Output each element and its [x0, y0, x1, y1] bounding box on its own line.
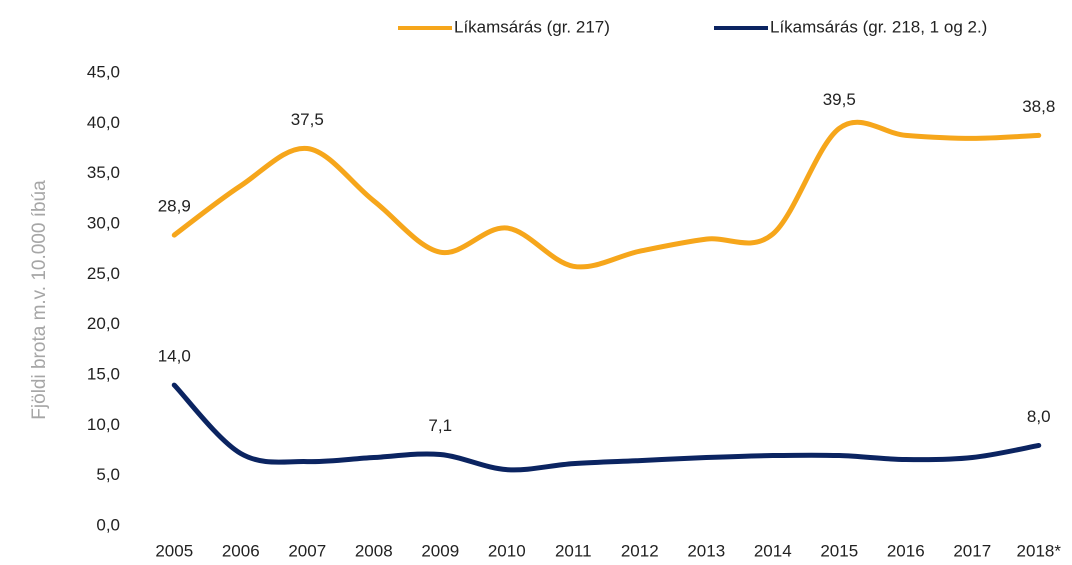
y-axis-label: Fjöldi brota m.v. 10.000 íbúa [29, 180, 50, 420]
y-tick-label: 10,0 [87, 415, 120, 434]
x-tick-label: 2008 [355, 541, 393, 560]
y-tick-label: 40,0 [87, 113, 120, 132]
x-tick-label: 2012 [621, 541, 659, 560]
y-tick-label: 30,0 [87, 213, 120, 232]
x-tick-label: 2018* [1017, 541, 1062, 560]
data-label: 38,8 [1022, 97, 1055, 116]
data-label: 39,5 [823, 90, 856, 109]
series-line [171, 119, 1042, 270]
data-label: 7,1 [428, 416, 452, 435]
legend-label: Líkamsárás (gr. 217) [454, 17, 610, 36]
x-tick-label: 2010 [488, 541, 526, 560]
y-tick-label: 0,0 [96, 515, 120, 534]
y-tick-label: 45,0 [87, 62, 120, 81]
x-tick-label: 2006 [222, 541, 260, 560]
x-tick-label: 2011 [555, 541, 592, 560]
x-tick-label: 2017 [953, 541, 991, 560]
legend-label: Líkamsárás (gr. 218, 1 og 2.) [770, 17, 987, 36]
x-tick-label: 2009 [421, 541, 459, 560]
data-label: 14,0 [158, 347, 191, 366]
x-tick-label: 2015 [820, 541, 858, 560]
x-tick-label: 2007 [288, 541, 326, 560]
data-label: 28,9 [158, 197, 191, 216]
series-line [171, 382, 1042, 473]
x-tick-label: 2013 [687, 541, 725, 560]
x-tick-label: 2005 [155, 541, 193, 560]
y-tick-label: 35,0 [87, 163, 120, 182]
y-tick-label: 5,0 [96, 465, 120, 484]
data-label: 8,0 [1027, 407, 1051, 426]
y-tick-label: 15,0 [87, 364, 120, 383]
data-label: 37,5 [291, 110, 324, 129]
y-tick-label: 20,0 [87, 314, 120, 333]
x-tick-label: 2014 [754, 541, 792, 560]
y-tick-label: 25,0 [87, 264, 120, 283]
x-tick-label: 2016 [887, 541, 925, 560]
